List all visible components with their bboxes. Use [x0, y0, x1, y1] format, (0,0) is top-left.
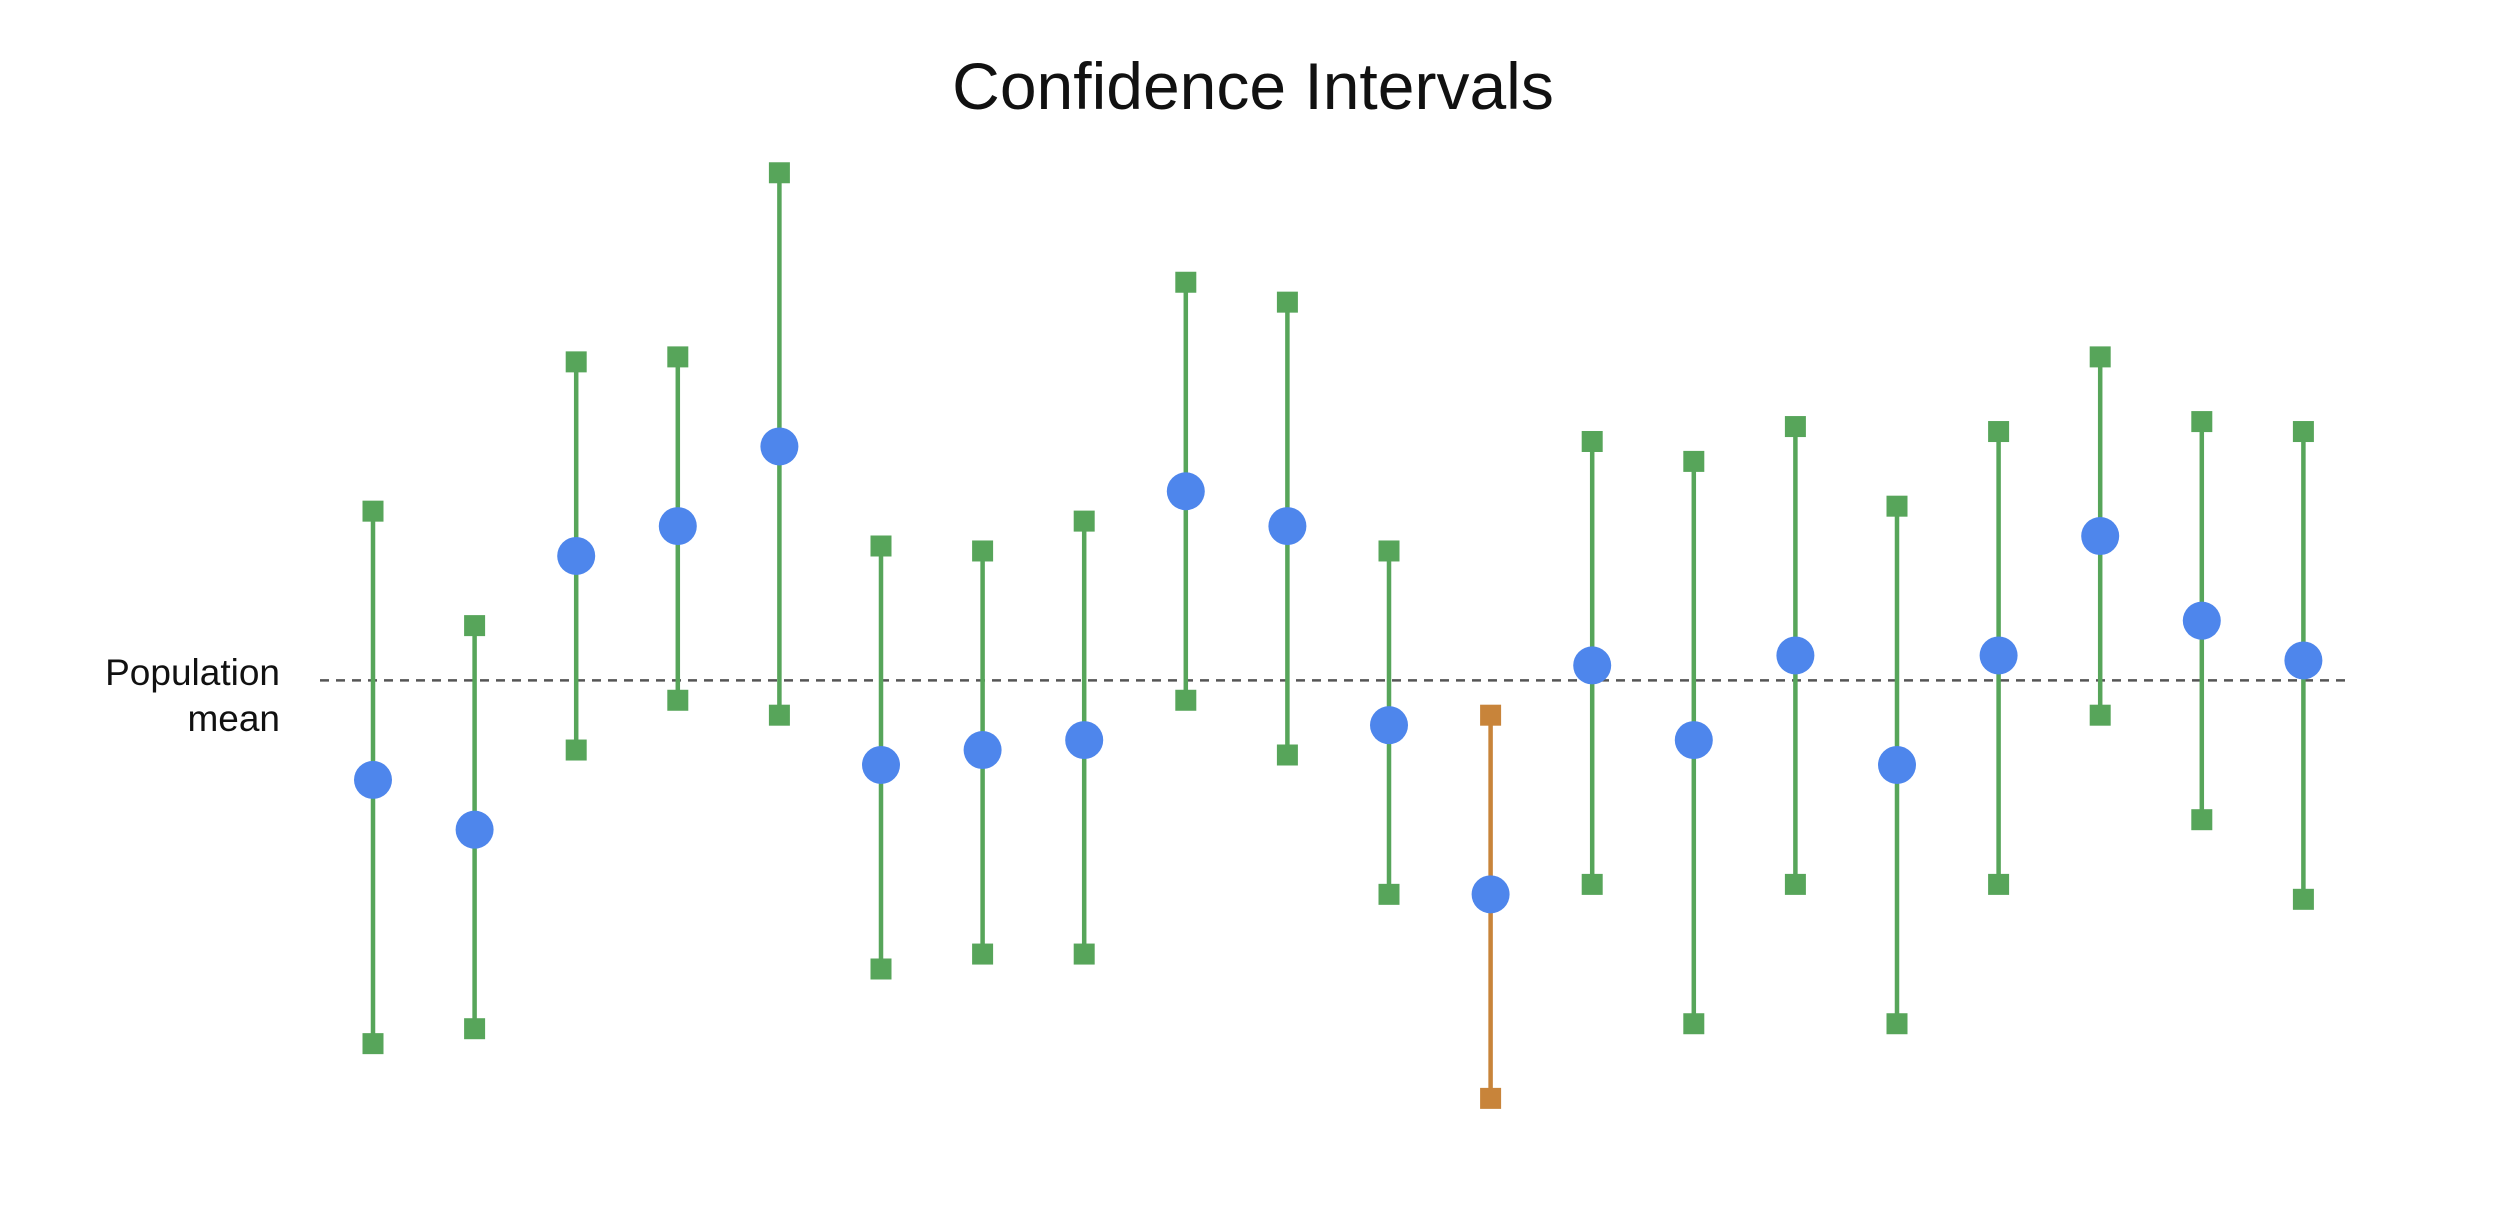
interval-20-lower-cap: [2292, 888, 2314, 910]
interval-13-upper-cap: [1581, 430, 1603, 452]
interval-4-upper-cap: [667, 346, 689, 368]
interval-19: [2182, 411, 2221, 831]
interval-15: [1776, 416, 1815, 895]
interval-9-lower-cap: [1175, 689, 1197, 711]
interval-15-sample-mean-point: [1776, 636, 1815, 675]
interval-15-lower-cap: [1784, 873, 1806, 895]
interval-14: [1674, 450, 1713, 1035]
interval-12: [1471, 704, 1510, 1109]
interval-4-sample-mean-point: [658, 507, 697, 546]
interval-12-upper-cap: [1480, 704, 1502, 726]
interval-4-lower-cap: [667, 689, 689, 711]
interval-2-sample-mean-point: [455, 810, 494, 849]
interval-8-upper-cap: [1073, 510, 1095, 532]
interval-17-lower-cap: [1988, 873, 2010, 895]
interval-11-lower-cap: [1378, 883, 1400, 905]
interval-16-upper-cap: [1886, 495, 1908, 517]
interval-14-sample-mean-point: [1674, 721, 1713, 760]
interval-1-upper-cap: [362, 500, 384, 522]
interval-1-sample-mean-point: [354, 760, 392, 799]
interval-layer: [354, 162, 2323, 1109]
interval-18-upper-cap: [2089, 346, 2111, 368]
interval-16-lower-cap: [1886, 1013, 1908, 1035]
interval-8-lower-cap: [1073, 943, 1095, 965]
interval-13-lower-cap: [1581, 873, 1603, 895]
interval-10-lower-cap: [1276, 744, 1298, 766]
interval-11-sample-mean-point: [1370, 706, 1408, 745]
interval-5-lower-cap: [768, 704, 790, 726]
interval-10: [1268, 291, 1307, 766]
interval-10-upper-cap: [1276, 291, 1298, 313]
interval-6-sample-mean-point: [862, 745, 900, 784]
interval-19-upper-cap: [2191, 411, 2213, 433]
interval-12-sample-mean-point: [1471, 875, 1510, 914]
interval-6-upper-cap: [870, 535, 892, 557]
interval-8-sample-mean-point: [1065, 721, 1104, 760]
interval-11-upper-cap: [1378, 540, 1400, 562]
interval-17-sample-mean-point: [1979, 636, 2018, 675]
interval-20-upper-cap: [2292, 421, 2314, 443]
interval-6: [862, 535, 900, 980]
interval-7-sample-mean-point: [963, 731, 1002, 770]
interval-7: [963, 540, 1002, 965]
interval-9-upper-cap: [1175, 271, 1197, 293]
interval-3-sample-mean-point: [557, 536, 596, 575]
interval-11: [1370, 540, 1408, 905]
interval-19-sample-mean-point: [2182, 601, 2221, 640]
chart-title: Confidence Intervals: [952, 49, 1554, 123]
interval-10-sample-mean-point: [1268, 507, 1307, 546]
interval-19-lower-cap: [2191, 809, 2213, 831]
interval-7-lower-cap: [972, 943, 994, 965]
interval-2-upper-cap: [464, 615, 486, 637]
interval-18-lower-cap: [2089, 704, 2111, 726]
interval-14-upper-cap: [1683, 450, 1705, 472]
interval-13-sample-mean-point: [1573, 646, 1612, 685]
interval-7-upper-cap: [972, 540, 994, 562]
interval-12-lower-cap: [1480, 1087, 1502, 1109]
interval-16-sample-mean-point: [1878, 745, 1916, 784]
interval-18: [2081, 346, 2120, 726]
interval-1: [354, 500, 392, 1055]
interval-20-sample-mean-point: [2284, 641, 2323, 680]
interval-14-lower-cap: [1683, 1013, 1705, 1035]
interval-3-upper-cap: [565, 351, 587, 373]
interval-15-upper-cap: [1784, 416, 1806, 438]
population-mean-label: Population mean: [40, 650, 280, 742]
interval-13: [1573, 430, 1612, 895]
interval-5: [760, 162, 799, 726]
interval-20: [2284, 421, 2323, 910]
interval-17-upper-cap: [1988, 421, 2010, 443]
interval-5-sample-mean-point: [760, 427, 799, 466]
interval-4: [658, 346, 697, 711]
interval-16: [1878, 495, 1916, 1035]
population-mean-label-line2: mean: [187, 698, 280, 739]
interval-2-lower-cap: [464, 1018, 486, 1040]
interval-3: [557, 351, 596, 761]
interval-2: [455, 615, 494, 1040]
interval-5-upper-cap: [768, 162, 790, 184]
interval-6-lower-cap: [870, 958, 892, 980]
population-mean-label-line1: Population: [105, 652, 280, 693]
interval-9-sample-mean-point: [1166, 472, 1205, 511]
interval-18-sample-mean-point: [2081, 517, 2120, 556]
interval-8: [1065, 510, 1104, 965]
interval-17: [1979, 421, 2018, 895]
interval-3-lower-cap: [565, 739, 587, 761]
interval-1-lower-cap: [362, 1033, 384, 1055]
interval-9: [1166, 271, 1205, 711]
